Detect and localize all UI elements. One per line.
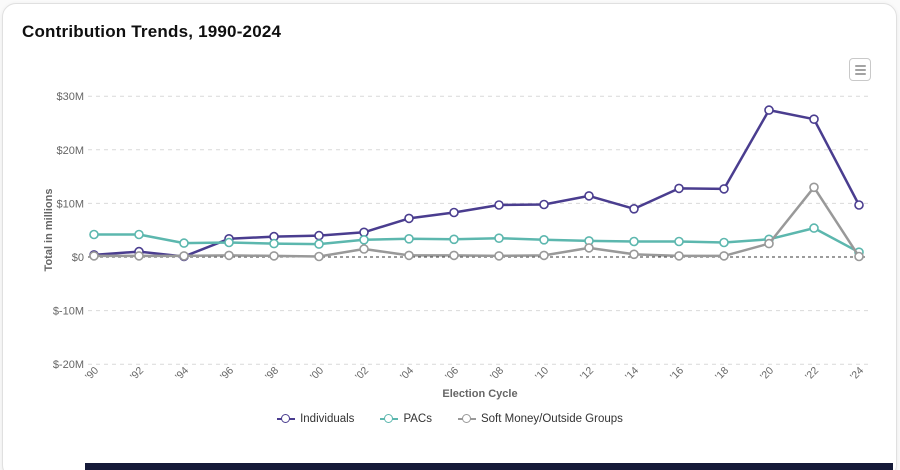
hamburger-menu-icon xyxy=(854,64,866,67)
legend-label: Soft Money/Outside Groups xyxy=(480,413,623,425)
legend-item-pacs[interactable]: PACs xyxy=(380,413,432,425)
chart-card xyxy=(2,3,897,470)
bottom-footer-bar xyxy=(85,463,893,470)
legend-item-soft-money-outside-groups[interactable]: Soft Money/Outside Groups xyxy=(457,413,623,425)
chart-legend: Individuals PACs Soft Money/Outside Groups xyxy=(0,413,900,425)
chart-export-menu-button[interactable] xyxy=(849,58,871,81)
legend-marker-icon xyxy=(380,414,399,424)
legend-marker-icon xyxy=(457,414,476,424)
legend-marker-icon xyxy=(277,414,296,424)
page-title: Contribution Trends, 1990-2024 xyxy=(22,22,282,41)
legend-label: Individuals xyxy=(300,413,355,425)
legend-item-individuals[interactable]: Individuals xyxy=(277,413,354,425)
legend-label: PACs xyxy=(403,413,432,425)
